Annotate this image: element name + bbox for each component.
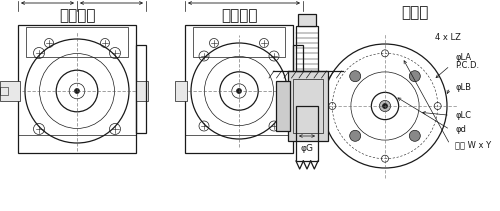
Bar (0, 81, 20, 101)
Text: φLB: φLB (455, 83, 471, 92)
Bar (193, 27, 285, 57)
Bar (298, 14, 316, 26)
Bar (288, 71, 328, 141)
Circle shape (236, 88, 242, 93)
Bar (293, 79, 323, 133)
Text: P.C.D.: P.C.D. (455, 61, 479, 70)
Bar (185, 25, 293, 153)
Bar (296, 106, 318, 161)
Circle shape (350, 71, 360, 82)
Text: 4 x LZ: 4 x LZ (435, 33, 461, 42)
Text: φLA: φLA (455, 53, 471, 62)
Bar (276, 81, 290, 131)
Bar (18, 25, 136, 153)
Circle shape (382, 104, 388, 108)
Text: φLC: φLC (455, 111, 471, 120)
Text: 直联式: 直联式 (402, 5, 428, 20)
Bar (296, 26, 318, 71)
Text: 直联单入: 直联单入 (221, 8, 257, 23)
Circle shape (380, 100, 390, 112)
Circle shape (350, 130, 360, 141)
Circle shape (410, 130, 420, 141)
Bar (136, 45, 146, 133)
Circle shape (74, 88, 80, 93)
Bar (136, 81, 148, 101)
Text: φd: φd (455, 125, 466, 134)
Text: φG: φG (300, 144, 314, 153)
Text: 键槽 W x Y: 键槽 W x Y (455, 140, 491, 149)
Circle shape (410, 71, 420, 82)
Bar (0, 87, 8, 95)
Text: 直联双入: 直联双入 (59, 8, 95, 23)
Bar (175, 81, 187, 101)
Bar (293, 45, 303, 133)
Bar (26, 27, 128, 57)
